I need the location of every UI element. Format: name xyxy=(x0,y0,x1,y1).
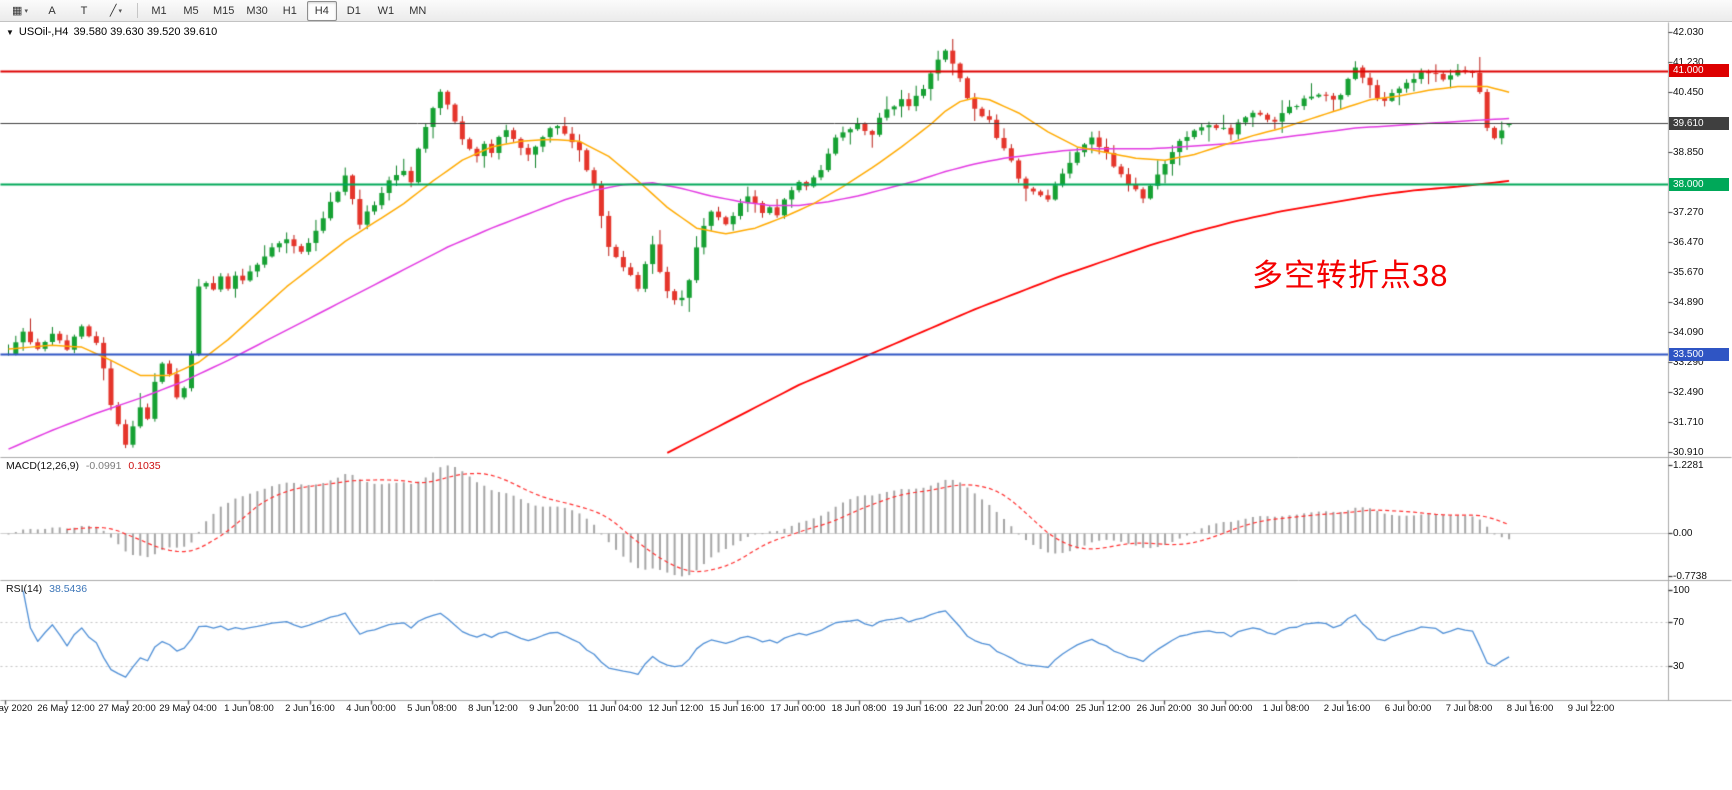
price-tick-label: 38.850 xyxy=(1673,147,1704,159)
time-axis-label: 25 Jun 12:00 xyxy=(1075,703,1131,714)
rsi-title: RSI(14) xyxy=(6,583,43,595)
chevron-down-icon: ▾ xyxy=(24,7,28,15)
time-axis-label: 5 Jun 08:00 xyxy=(407,703,457,714)
macd-axis-label: 0.00 xyxy=(1673,528,1693,539)
rsi-indicator-label: RSI(14) 38.5436 xyxy=(6,583,87,595)
time-axis-label: 30 Jun 00:00 xyxy=(1197,703,1253,714)
price-tag-39.610: 39.610 xyxy=(1669,116,1729,130)
timeframe-button-m15[interactable]: M15 xyxy=(213,4,235,17)
price-tag-41.000: 41.000 xyxy=(1669,64,1729,78)
price-tick-label: 42.030 xyxy=(1673,27,1704,38)
t-tool-icon[interactable]: T xyxy=(80,4,88,17)
time-axis-label: 2 Jul 16:00 xyxy=(1323,703,1371,714)
ohlc-values-label: 39.580 39.630 39.520 39.610 xyxy=(73,26,218,38)
time-axis-label: 7 Jul 08:00 xyxy=(1445,703,1493,714)
time-axis-label: 9 Jun 20:00 xyxy=(529,703,579,714)
chart-symbol-row: ▼ USOil-,H4 39.580 39.630 39.520 39.610 xyxy=(6,26,217,38)
price-tick-label: 32.490 xyxy=(1673,387,1704,399)
time-axis-label: 15 Jun 16:00 xyxy=(709,703,765,714)
price-tick-label: 34.890 xyxy=(1673,296,1704,308)
timeframe-button-d1[interactable]: D1 xyxy=(346,4,361,17)
tool-icon-group: ▦ ▾ A T ╱ ▾ xyxy=(4,1,132,21)
chart-area: ▼ USOil-,H4 39.580 39.630 39.520 39.610 … xyxy=(0,22,1732,718)
time-axis-label: 1 Jun 08:00 xyxy=(224,703,274,714)
time-axis-label: 8 Jun 12:00 xyxy=(468,703,518,714)
time-axis-label: 18 Jun 08:00 xyxy=(831,703,887,714)
empty-bottom-area xyxy=(0,718,1732,790)
macd-axis-label: -0.7738 xyxy=(1673,570,1707,582)
time-axis-label: 27 May 20:00 xyxy=(98,703,156,714)
toolbar-separator xyxy=(137,3,138,18)
chart-layout-icon[interactable]: ▦ ▾ xyxy=(12,5,28,17)
one-click-collapse-icon[interactable]: ▼ xyxy=(6,27,14,37)
price-tag-38.000: 38.000 xyxy=(1669,177,1729,191)
chevron-down-icon: ▾ xyxy=(118,7,123,15)
timeframe-button-m30[interactable]: M30 xyxy=(246,4,268,17)
price-tag-33.500: 33.500 xyxy=(1669,347,1729,361)
timeframe-button-m5[interactable]: M5 xyxy=(183,4,199,17)
timeframe-group: M1 M5 M15 M30 H1 H4 D1 W1 MN xyxy=(143,0,434,21)
timeframe-button-w1[interactable]: W1 xyxy=(377,4,395,17)
chart-annotation-text: 多空转折点38 xyxy=(1252,258,1449,293)
time-axis-label: 19 Jun 16:00 xyxy=(892,703,948,714)
time-axis-label: 6 Jul 00:00 xyxy=(1384,703,1432,714)
time-axis-label: 25 May 2020 xyxy=(0,703,33,714)
time-axis-label: 17 Jun 00:00 xyxy=(770,703,826,714)
draw-tool-icon[interactable]: ╱ ▾ xyxy=(109,5,123,17)
time-axis-label: 11 Jun 04:00 xyxy=(587,703,643,714)
price-tick-label: 33.290 xyxy=(1673,357,1704,369)
time-axis-label: 26 Jun 20:00 xyxy=(1136,703,1192,714)
price-tick-label: 35.670 xyxy=(1673,267,1704,279)
timeframe-button-h4[interactable]: H4 xyxy=(306,0,337,21)
price-tick-label: 31.710 xyxy=(1673,416,1704,428)
timeframe-button-mn[interactable]: MN xyxy=(409,4,427,17)
timeframe-button-m1[interactable]: M1 xyxy=(151,4,167,17)
rsi-axis-label: 100 xyxy=(1673,585,1690,596)
rsi-axis-label: 30 xyxy=(1673,660,1685,672)
price-tick-label: 30.910 xyxy=(1673,447,1704,458)
time-axis-label: 24 Jun 04:00 xyxy=(1014,703,1070,714)
time-axis-label: 9 Jul 22:00 xyxy=(1567,703,1615,714)
price-tick-label: 37.270 xyxy=(1673,206,1704,218)
price-tick-label: 41.230 xyxy=(1673,57,1704,69)
time-axis-label: 2 Jun 16:00 xyxy=(285,703,335,714)
macd-axis-label: 1.2281 xyxy=(1673,459,1704,471)
price-tick-label: 40.450 xyxy=(1673,86,1704,98)
time-axis-label: 29 May 04:00 xyxy=(159,703,217,714)
timeframe-button-h1[interactable]: H1 xyxy=(282,4,297,17)
price-tick-label: 36.470 xyxy=(1673,237,1704,248)
macd-main-value: -0.0991 xyxy=(85,460,122,472)
time-axis-label: 8 Jul 16:00 xyxy=(1506,703,1554,714)
time-axis-label: 22 Jun 20:00 xyxy=(953,703,1009,714)
a-tool-icon[interactable]: A xyxy=(48,4,56,17)
time-axis-label: 1 Jul 08:00 xyxy=(1262,703,1310,714)
chart-toolbar: ▦ ▾ A T ╱ ▾ M1 M5 M15 M30 H1 H4 D1 W1 MN xyxy=(0,0,1732,22)
rsi-value: 38.5436 xyxy=(49,583,88,595)
macd-indicator-label: MACD(12,26,9) -0.0991 0.1035 xyxy=(6,460,161,472)
time-axis-label: 4 Jun 00:00 xyxy=(346,703,396,714)
chart-canvas[interactable] xyxy=(0,22,1732,718)
macd-signal-value: 0.1035 xyxy=(128,460,161,472)
rsi-axis-label: 70 xyxy=(1673,617,1685,629)
time-axis-label: 12 Jun 12:00 xyxy=(648,703,704,714)
price-tick-label: 34.090 xyxy=(1673,326,1704,338)
symbol-timeframe-label: USOil-,H4 xyxy=(18,26,69,38)
macd-title: MACD(12,26,9) xyxy=(6,460,79,472)
time-axis-label: 26 May 12:00 xyxy=(37,703,95,714)
